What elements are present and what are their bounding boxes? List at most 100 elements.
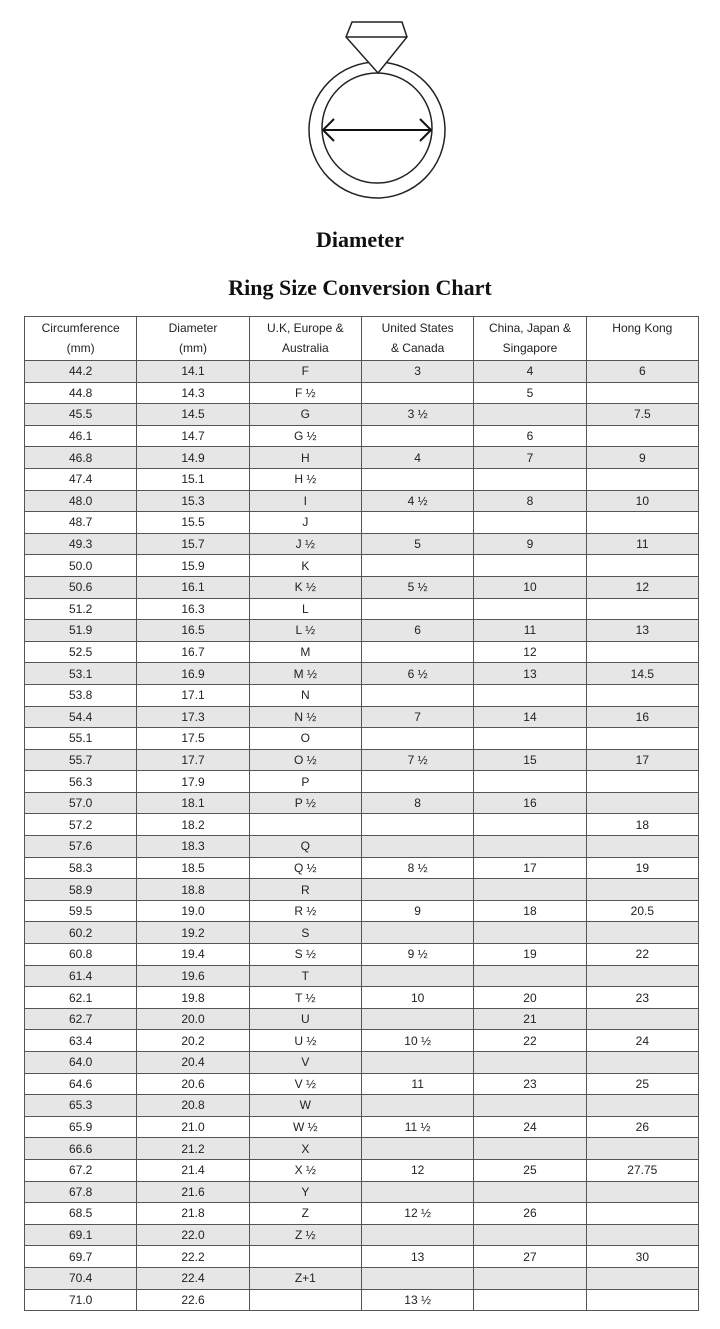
table-cell: 5 ½ xyxy=(360,575,475,599)
table-cell: 14.5 xyxy=(585,662,700,685)
column-header-line: Circumference xyxy=(41,321,120,335)
table-cell xyxy=(360,424,475,448)
table-cell: 25 xyxy=(585,1072,700,1096)
table-cell xyxy=(473,597,587,621)
table-cell: 68.5 xyxy=(23,1202,138,1225)
table-cell xyxy=(473,467,587,491)
table-cell: K xyxy=(248,554,362,577)
table-cell: 8 ½ xyxy=(360,856,475,880)
table-cell: 18.1 xyxy=(136,791,250,815)
table-cell xyxy=(473,554,587,577)
table-cell xyxy=(360,1094,475,1117)
table-cell: 69.7 xyxy=(23,1245,138,1268)
table-cell: 14.3 xyxy=(136,381,250,405)
table-cell: 26 xyxy=(585,1115,700,1139)
table-cell xyxy=(360,878,475,901)
table-cell: 59.5 xyxy=(23,899,138,923)
table-row: 55.1 17.5 O xyxy=(23,727,700,750)
table-row: 58.9 18.8 R xyxy=(23,878,700,901)
table-cell: V xyxy=(248,1051,362,1074)
table-cell: J xyxy=(248,511,362,534)
column-header-line: (mm) xyxy=(66,341,95,355)
column-header: Diameter (mm) xyxy=(136,316,250,361)
table-cell: 10 xyxy=(360,986,475,1009)
table-cell: 8 xyxy=(360,791,475,815)
table-row: 68.5 21.8 Z 12 ½ 26 xyxy=(23,1202,700,1225)
table-cell: 4 ½ xyxy=(360,489,475,513)
table-cell xyxy=(585,964,700,988)
table-row: 46.1 14.7 G ½ 6 xyxy=(23,424,700,448)
table-cell: 19.0 xyxy=(136,899,250,923)
table-cell: 15.7 xyxy=(136,532,250,556)
table-row: 63.4 20.2 U ½ 10 ½ 22 24 xyxy=(23,1029,700,1052)
table-cell: 52.5 xyxy=(23,640,138,664)
table-cell: 17 xyxy=(585,748,700,772)
table-cell xyxy=(248,1288,362,1312)
table-row: 65.3 20.8 W xyxy=(23,1094,700,1117)
table-cell xyxy=(473,813,587,837)
table-cell xyxy=(473,1223,587,1247)
table-cell: X ½ xyxy=(248,1158,362,1182)
table-cell xyxy=(360,1266,475,1290)
table-cell: H ½ xyxy=(248,467,362,491)
table-row: 51.9 16.5 L ½ 6 11 13 xyxy=(23,619,700,642)
table-cell xyxy=(585,1202,700,1225)
table-cell: 23 xyxy=(585,986,700,1009)
table-cell: S ½ xyxy=(248,943,362,966)
table-cell xyxy=(473,683,587,707)
table-cell xyxy=(360,921,475,945)
table-cell xyxy=(360,964,475,988)
table-cell: 20 xyxy=(473,986,587,1009)
table-cell: M xyxy=(248,640,362,664)
table-cell: 65.9 xyxy=(23,1115,138,1139)
table-cell: 9 xyxy=(585,446,700,469)
table-cell xyxy=(248,813,362,837)
table-row: 57.6 18.3 Q xyxy=(23,835,700,858)
table-cell: 17.5 xyxy=(136,727,250,750)
table-cell: 19 xyxy=(473,943,587,966)
diamond-icon xyxy=(345,21,408,75)
table-cell: 67.2 xyxy=(23,1158,138,1182)
table-cell: 16.7 xyxy=(136,640,250,664)
table-cell: 14.1 xyxy=(136,360,250,383)
table-cell: 11 xyxy=(585,532,700,556)
table-cell xyxy=(473,878,587,901)
table-cell: Q ½ xyxy=(248,856,362,880)
table-cell: 22.2 xyxy=(136,1245,250,1268)
table-cell: Z ½ xyxy=(248,1223,362,1247)
table-cell: 19 xyxy=(585,856,700,880)
table-cell: 6 xyxy=(585,360,700,383)
table-cell: 45.5 xyxy=(23,403,138,426)
table-cell: 47.4 xyxy=(23,467,138,491)
table-cell xyxy=(585,1223,700,1247)
table-cell: 15.5 xyxy=(136,511,250,534)
table-cell xyxy=(473,921,587,945)
table-cell xyxy=(585,727,700,750)
table-cell: 14.9 xyxy=(136,446,250,469)
table-cell: 17 xyxy=(473,856,587,880)
page-title: Ring Size Conversion Chart xyxy=(228,275,492,300)
table-cell: 22.6 xyxy=(136,1288,250,1312)
table-cell: 5 xyxy=(360,532,475,556)
column-header: Circumference (mm) xyxy=(23,316,138,361)
table-cell: 20.2 xyxy=(136,1029,250,1052)
column-header-line: United States xyxy=(381,321,454,335)
table-cell: S xyxy=(248,921,362,945)
table-cell: 17.9 xyxy=(136,770,250,793)
table-cell: 20.6 xyxy=(136,1072,250,1096)
table-cell xyxy=(360,1180,475,1204)
table-row: 53.8 17.1 N xyxy=(23,683,700,707)
table-cell: 12 xyxy=(360,1158,475,1182)
table-cell xyxy=(360,554,475,577)
table-row: 50.0 15.9 K xyxy=(23,554,700,577)
table-cell: 64.6 xyxy=(23,1072,138,1096)
table-cell: M ½ xyxy=(248,662,362,685)
table-cell: 9 xyxy=(473,532,587,556)
table-cell: W ½ xyxy=(248,1115,362,1139)
table-cell xyxy=(585,424,700,448)
table-cell: V ½ xyxy=(248,1072,362,1096)
table-cell: 7 xyxy=(360,705,475,729)
table-cell: 16.1 xyxy=(136,575,250,599)
table-cell: 5 xyxy=(473,381,587,405)
